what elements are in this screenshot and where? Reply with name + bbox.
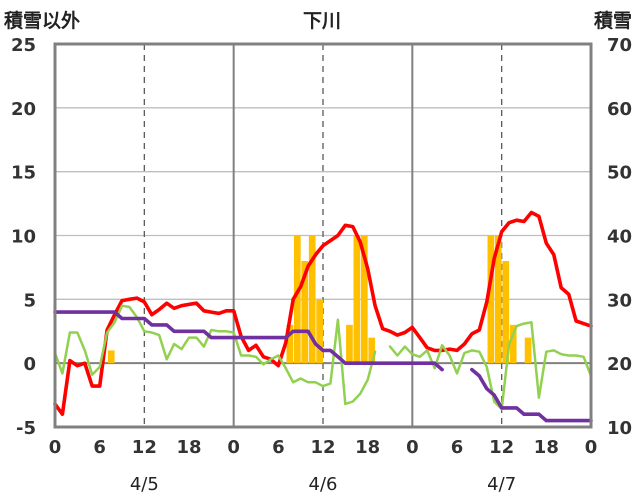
day-label: 4/6 xyxy=(309,474,338,495)
left-tick-label: 0 xyxy=(23,354,36,375)
left-axis-label: 積雪以外 xyxy=(4,9,80,32)
left-tick-label: 25 xyxy=(11,35,36,56)
day-label: 4/7 xyxy=(487,474,516,495)
x-tick-label: 0 xyxy=(585,437,598,458)
precipitation-bar xyxy=(368,337,376,364)
right-tick-label: 60 xyxy=(607,99,632,120)
left-axis-ticks: -5 0 5 10 15 20 25 xyxy=(11,35,36,439)
right-tick-label: 10 xyxy=(607,418,632,439)
precipitation-bars xyxy=(107,235,532,364)
x-tick-label: 12 xyxy=(132,437,157,458)
date-labels: 4/5 4/6 4/7 xyxy=(130,474,516,495)
right-tick-label: 40 xyxy=(607,227,632,248)
plot-frame xyxy=(53,42,593,429)
precipitation-bar xyxy=(487,235,495,364)
x-tick-label: 12 xyxy=(489,437,514,458)
left-tick-label: 15 xyxy=(11,163,36,184)
right-tick-label: 30 xyxy=(607,290,632,311)
precipitation-bar xyxy=(293,235,301,364)
precipitation-bar xyxy=(494,235,502,364)
chart-title: 下川 xyxy=(303,10,341,32)
left-tick-label: -5 xyxy=(16,418,36,439)
precipitation-bar xyxy=(286,324,294,364)
x-tick-label: 18 xyxy=(534,437,559,458)
x-tick-label: 0 xyxy=(406,437,419,458)
wind-line xyxy=(388,321,593,411)
precipitation-bar xyxy=(524,337,532,364)
precipitation-bar xyxy=(346,324,353,364)
right-axis-label: 積雪 xyxy=(594,9,632,32)
grid-lines xyxy=(55,44,591,427)
precipitation-bar xyxy=(308,235,316,364)
x-axis-ticks: 0 6 12 18 0 6 12 18 0 6 12 18 0 xyxy=(49,437,598,458)
x-tick-label: 12 xyxy=(310,437,335,458)
precipitation-bar xyxy=(509,324,517,364)
precipitation-bar xyxy=(353,235,361,364)
precipitation-bar xyxy=(316,299,323,364)
precipitation-bar xyxy=(360,235,368,364)
day-label: 4/5 xyxy=(130,474,159,495)
right-tick-label: 50 xyxy=(607,163,632,184)
x-tick-label: 0 xyxy=(227,437,240,458)
right-tick-label: 70 xyxy=(607,35,632,56)
precipitation-bar xyxy=(301,261,309,364)
left-tick-label: 10 xyxy=(11,227,36,248)
x-tick-label: 6 xyxy=(451,437,464,458)
precipitation-bar xyxy=(502,261,510,364)
x-tick-label: 18 xyxy=(355,437,380,458)
x-tick-label: 0 xyxy=(49,437,62,458)
x-tick-label: 6 xyxy=(93,437,106,458)
snow_depth-line xyxy=(470,367,593,423)
right-tick-label: 20 xyxy=(607,354,632,375)
temperature-line xyxy=(53,210,593,417)
left-tick-label: 5 xyxy=(23,290,36,311)
x-tick-label: 18 xyxy=(176,437,201,458)
snow_depth-line xyxy=(53,310,444,372)
x-tick-label: 6 xyxy=(272,437,285,458)
precipitation-bar xyxy=(107,350,115,364)
right-axis-ticks: 10 20 30 40 50 60 70 xyxy=(607,35,632,439)
left-tick-label: 20 xyxy=(11,99,36,120)
wind-line xyxy=(53,304,377,406)
series-lines xyxy=(53,210,593,423)
